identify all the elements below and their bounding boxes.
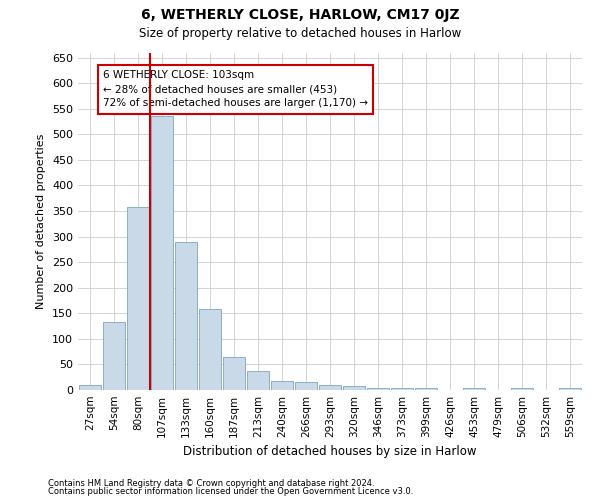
Text: Contains public sector information licensed under the Open Government Licence v3: Contains public sector information licen… (48, 487, 413, 496)
Bar (559, 388, 581, 390)
Bar (511, 388, 533, 390)
Bar (463, 388, 485, 390)
Bar (391, 388, 413, 390)
Bar (319, 385, 341, 390)
Text: Contains HM Land Registry data © Crown copyright and database right 2024.: Contains HM Land Registry data © Crown c… (48, 478, 374, 488)
Bar (79, 385, 101, 390)
Text: Size of property relative to detached houses in Harlow: Size of property relative to detached ho… (139, 28, 461, 40)
Text: 6 WETHERLY CLOSE: 103sqm
← 28% of detached houses are smaller (453)
72% of semi-: 6 WETHERLY CLOSE: 103sqm ← 28% of detach… (103, 70, 368, 108)
Bar (223, 357, 245, 390)
Bar (295, 382, 317, 390)
Bar (343, 386, 365, 390)
X-axis label: Distribution of detached houses by size in Harlow: Distribution of detached houses by size … (183, 446, 477, 458)
Bar (199, 309, 221, 390)
Bar (271, 381, 293, 390)
Bar (415, 388, 437, 390)
Bar (103, 322, 125, 390)
Bar (175, 242, 197, 390)
Bar (151, 116, 173, 390)
Bar (367, 388, 389, 390)
Text: 6, WETHERLY CLOSE, HARLOW, CM17 0JZ: 6, WETHERLY CLOSE, HARLOW, CM17 0JZ (140, 8, 460, 22)
Bar (247, 370, 269, 390)
Y-axis label: Number of detached properties: Number of detached properties (37, 134, 46, 309)
Bar (127, 207, 149, 390)
